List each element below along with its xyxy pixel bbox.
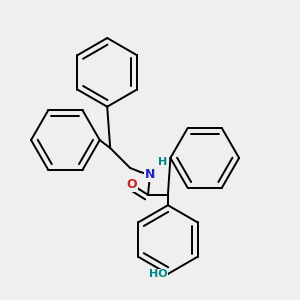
- Text: HO: HO: [149, 269, 167, 279]
- Text: N: N: [145, 168, 155, 182]
- Text: H: H: [158, 157, 168, 167]
- Text: O: O: [127, 178, 137, 191]
